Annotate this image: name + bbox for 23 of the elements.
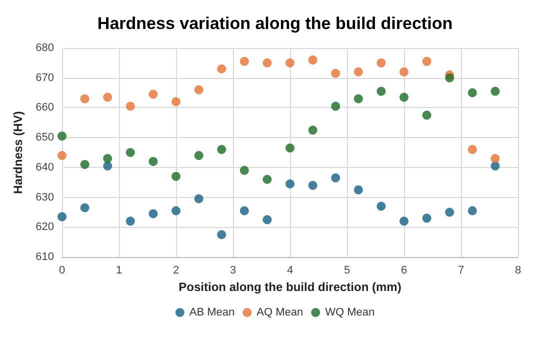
y-tick-label: 670 <box>36 72 54 84</box>
legend-label: AQ Mean <box>256 306 304 318</box>
x-tick-label: 5 <box>344 264 350 276</box>
x-tick-label: 3 <box>230 264 236 276</box>
legend-label: AB Mean <box>189 306 235 318</box>
x-axis-title: Position along the build direction (mm) <box>178 280 402 294</box>
y-tick-label: 650 <box>36 132 54 144</box>
y-tick-label: 640 <box>36 161 54 174</box>
y-tick-label: 660 <box>36 102 54 114</box>
x-tick-label: 8 <box>514 264 522 276</box>
y-tick-label: 630 <box>36 191 54 204</box>
y-tick-label: 620 <box>36 221 54 234</box>
x-tick-label: 4 <box>286 264 294 276</box>
legend-label: WQ Mean <box>325 306 375 318</box>
y-tick-label: 680 <box>36 42 54 54</box>
chart-title: Hardness variation along the build direction <box>97 14 453 33</box>
y-tick-label: 610 <box>36 251 54 263</box>
x-tick-label: 1 <box>116 264 122 276</box>
x-tick-label: 6 <box>400 264 408 276</box>
x-tick-label: 7 <box>458 264 464 276</box>
x-tick-label: 0 <box>58 264 66 276</box>
x-tick-label: 2 <box>172 264 180 276</box>
y-axis-title: Hardness (HV) <box>11 111 25 194</box>
